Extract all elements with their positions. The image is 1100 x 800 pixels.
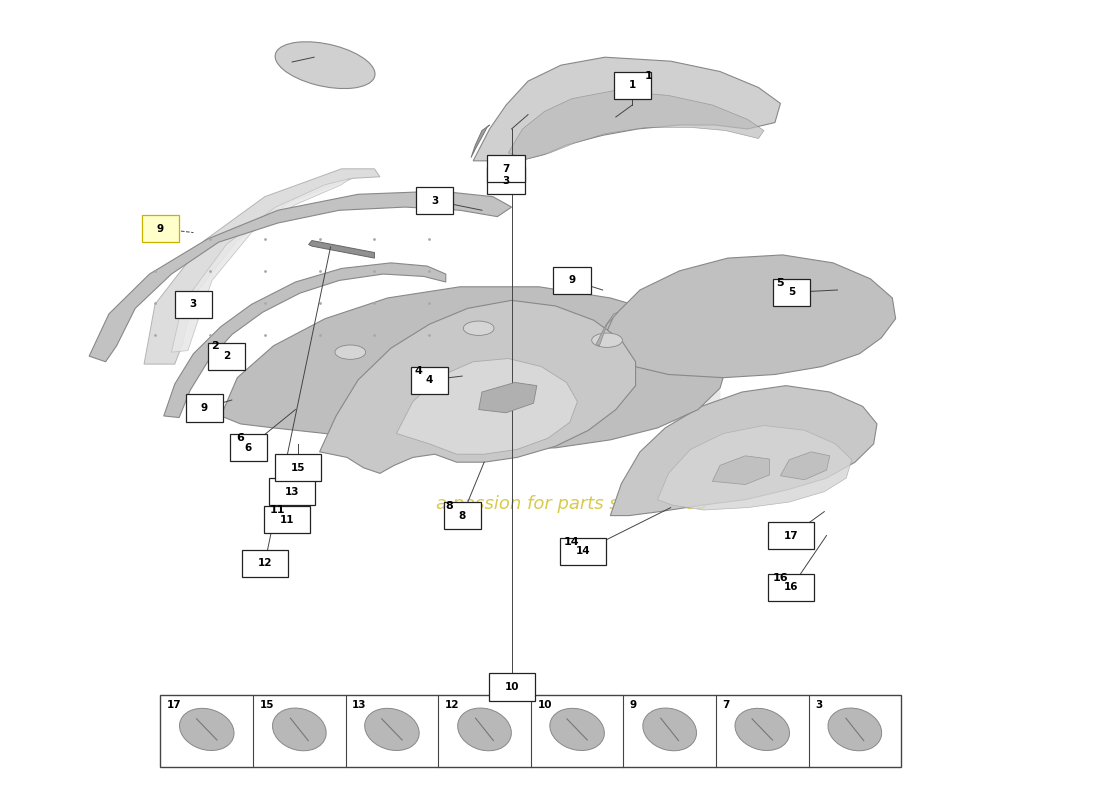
Text: 13: 13 bbox=[285, 486, 299, 497]
Polygon shape bbox=[658, 426, 851, 510]
Polygon shape bbox=[596, 312, 618, 346]
FancyBboxPatch shape bbox=[560, 538, 606, 565]
FancyBboxPatch shape bbox=[264, 506, 310, 533]
Text: 17: 17 bbox=[167, 700, 182, 710]
Bar bbox=[161, 695, 901, 766]
Polygon shape bbox=[713, 456, 769, 485]
FancyBboxPatch shape bbox=[186, 394, 223, 422]
Polygon shape bbox=[508, 90, 764, 159]
FancyBboxPatch shape bbox=[768, 574, 814, 601]
Text: 2: 2 bbox=[211, 341, 219, 350]
FancyBboxPatch shape bbox=[410, 366, 448, 394]
FancyBboxPatch shape bbox=[208, 342, 245, 370]
Text: 4: 4 bbox=[415, 366, 422, 375]
Ellipse shape bbox=[365, 708, 419, 750]
Polygon shape bbox=[164, 263, 446, 418]
Ellipse shape bbox=[458, 708, 512, 750]
Polygon shape bbox=[309, 241, 374, 258]
FancyBboxPatch shape bbox=[142, 215, 179, 242]
Text: 17: 17 bbox=[784, 530, 799, 541]
Text: 9: 9 bbox=[157, 223, 164, 234]
Text: a passion for parts since 1985: a passion for parts since 1985 bbox=[436, 494, 708, 513]
Ellipse shape bbox=[273, 708, 327, 750]
FancyBboxPatch shape bbox=[242, 550, 288, 577]
FancyBboxPatch shape bbox=[614, 71, 651, 98]
Polygon shape bbox=[144, 169, 380, 364]
FancyBboxPatch shape bbox=[488, 674, 535, 701]
Text: 3: 3 bbox=[431, 196, 439, 206]
Text: 14: 14 bbox=[564, 537, 580, 547]
FancyBboxPatch shape bbox=[175, 290, 212, 318]
FancyBboxPatch shape bbox=[416, 187, 453, 214]
Text: 9: 9 bbox=[201, 403, 208, 413]
Text: 7: 7 bbox=[503, 164, 509, 174]
Ellipse shape bbox=[642, 708, 696, 750]
Text: 12: 12 bbox=[444, 700, 460, 710]
Polygon shape bbox=[320, 300, 636, 474]
FancyBboxPatch shape bbox=[553, 267, 591, 294]
FancyBboxPatch shape bbox=[772, 279, 810, 306]
Polygon shape bbox=[396, 358, 578, 454]
Ellipse shape bbox=[828, 708, 882, 750]
Text: 9: 9 bbox=[569, 275, 575, 286]
FancyBboxPatch shape bbox=[487, 155, 525, 182]
Text: 3: 3 bbox=[503, 176, 509, 186]
Text: 13: 13 bbox=[352, 700, 366, 710]
Text: 9: 9 bbox=[630, 700, 637, 710]
Text: 15: 15 bbox=[290, 462, 305, 473]
Text: 14: 14 bbox=[575, 546, 591, 557]
Text: 7: 7 bbox=[723, 700, 730, 710]
Polygon shape bbox=[478, 382, 537, 413]
Ellipse shape bbox=[179, 708, 234, 750]
FancyBboxPatch shape bbox=[768, 522, 814, 549]
Text: 6: 6 bbox=[244, 443, 252, 453]
Ellipse shape bbox=[550, 708, 604, 750]
Text: 10: 10 bbox=[504, 682, 519, 692]
Text: 4: 4 bbox=[426, 375, 433, 385]
Text: 3: 3 bbox=[190, 299, 197, 310]
Text: 12: 12 bbox=[257, 558, 272, 569]
Text: 6: 6 bbox=[236, 434, 244, 443]
Text: 15: 15 bbox=[260, 700, 274, 710]
Polygon shape bbox=[600, 255, 895, 378]
Text: europ: europ bbox=[486, 366, 724, 434]
Text: 11: 11 bbox=[279, 514, 294, 525]
Text: 1: 1 bbox=[645, 70, 652, 81]
Text: 5: 5 bbox=[777, 278, 784, 288]
Ellipse shape bbox=[275, 42, 375, 89]
FancyBboxPatch shape bbox=[230, 434, 267, 462]
Text: 10: 10 bbox=[538, 700, 552, 710]
Polygon shape bbox=[610, 386, 877, 515]
Polygon shape bbox=[221, 286, 728, 450]
FancyBboxPatch shape bbox=[275, 454, 321, 482]
Ellipse shape bbox=[735, 708, 790, 750]
FancyBboxPatch shape bbox=[487, 167, 525, 194]
Ellipse shape bbox=[334, 345, 365, 359]
Text: 16: 16 bbox=[772, 573, 789, 582]
Ellipse shape bbox=[463, 321, 494, 335]
Text: 5: 5 bbox=[788, 287, 795, 298]
Polygon shape bbox=[780, 452, 829, 480]
Text: 8: 8 bbox=[459, 510, 465, 521]
Text: 3: 3 bbox=[815, 700, 823, 710]
Polygon shape bbox=[471, 125, 490, 158]
Text: 2: 2 bbox=[222, 351, 230, 361]
Text: 16: 16 bbox=[784, 582, 799, 592]
Text: 8: 8 bbox=[446, 501, 453, 511]
Ellipse shape bbox=[592, 333, 623, 347]
Polygon shape bbox=[473, 57, 780, 161]
Text: 11: 11 bbox=[271, 505, 286, 515]
FancyBboxPatch shape bbox=[270, 478, 316, 506]
Text: 1: 1 bbox=[629, 80, 636, 90]
Polygon shape bbox=[89, 191, 512, 362]
Polygon shape bbox=[172, 178, 350, 352]
FancyBboxPatch shape bbox=[443, 502, 481, 529]
